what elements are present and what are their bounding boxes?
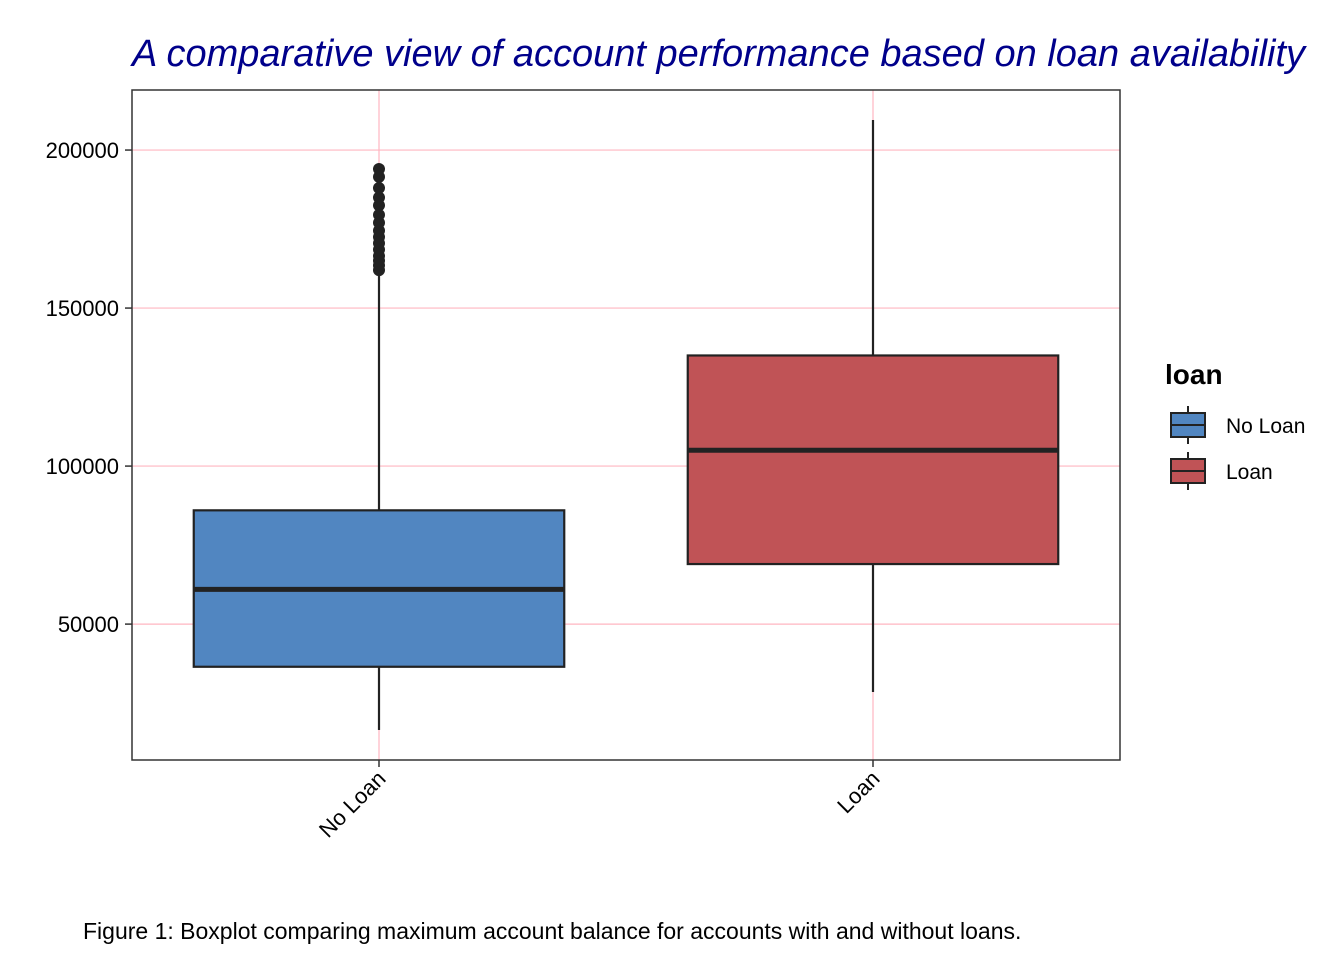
y-tick-label: 100000 [46,454,119,479]
outlier-point [373,181,385,194]
legend-title: loan [1165,359,1223,390]
y-tick-label: 150000 [46,296,119,321]
legend-label: No Loan [1226,415,1305,438]
x-axis: No Loan Loan [314,760,885,842]
y-tick-label: 200000 [46,138,119,163]
y-axis: 50000 100000 150000 200000 [46,138,132,637]
box-iqr [686,354,1060,566]
x-tick-label: Loan [832,766,884,818]
box-no-loan [192,163,566,730]
outlier-point [373,208,385,221]
y-tick-label: 50000 [58,612,119,637]
chart-title: A comparative view of account performanc… [130,33,1307,75]
x-tick-label: No Loan [314,766,391,843]
legend-entry: No Loan [1170,406,1305,444]
legend-entry: Loan [1170,452,1273,490]
outlier-point [373,191,385,204]
plot-panel-border [131,89,1121,761]
box-group [192,120,1060,730]
legend-label: Loan [1226,461,1273,484]
legend: No Loan Loan [1170,406,1305,490]
box-loan [686,120,1060,693]
figure-caption: Figure 1: Boxplot comparing maximum acco… [83,918,1021,944]
outlier-point [373,163,385,176]
